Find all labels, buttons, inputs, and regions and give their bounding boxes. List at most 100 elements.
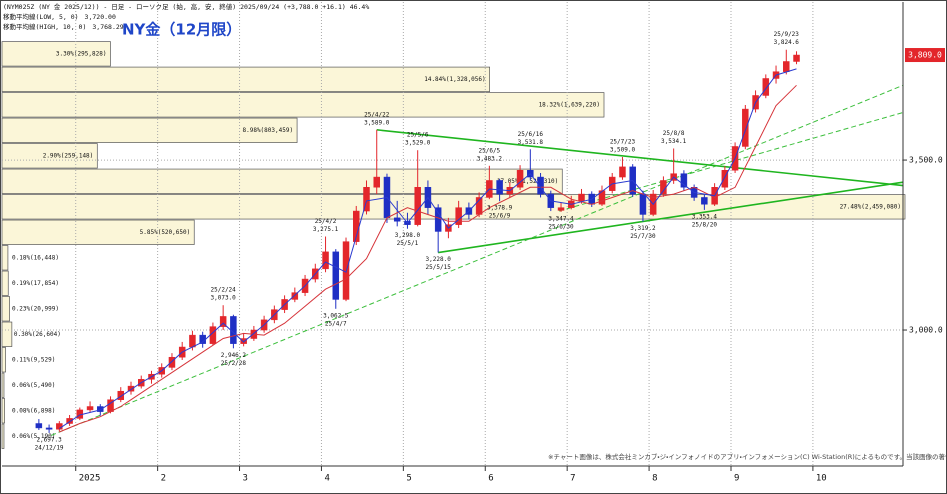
low-date: 25/7/30	[630, 233, 656, 240]
candles	[35, 49, 800, 433]
candle-body	[783, 61, 790, 72]
volume-bar	[1, 168, 563, 194]
last-price-tag	[905, 48, 945, 63]
candle-body	[373, 176, 380, 188]
low-date: 25/4/7	[325, 320, 347, 327]
volume-label: 0.06%(5,490)	[12, 382, 55, 389]
volume-label: 3.30%(295,828)	[56, 50, 107, 57]
candle-body	[762, 78, 770, 96]
moving-average	[59, 84, 797, 433]
volume-bar	[1, 219, 195, 245]
low-price: 3,347.4	[548, 215, 574, 222]
low-price: 3,378.9	[487, 205, 513, 212]
high-price: 3,509.0	[610, 147, 636, 154]
volume-label: 0.06%(5,190)	[12, 433, 55, 440]
x-tick-label: 2025	[79, 474, 101, 484]
volume-label: 14.84%(1,328,056)	[424, 76, 485, 83]
x-tick-label: 6	[488, 474, 493, 484]
annotations: 25/2/243,073.0 25/4/23,275.1 25/4/223,589.…	[35, 31, 800, 451]
volume-bar	[1, 270, 9, 296]
x-tick-label: 7	[570, 474, 575, 484]
volume-bar	[1, 372, 5, 398]
last-price-label: 3,809.0	[908, 51, 942, 60]
volume-bar	[1, 423, 5, 449]
high-price: 3,275.1	[313, 226, 339, 233]
low-price: 3,353.4	[692, 213, 718, 220]
legend-value: 3,768.29	[92, 23, 123, 31]
volume-bar	[1, 321, 13, 347]
x-tick-label: 8	[652, 474, 657, 484]
volume-bar	[1, 398, 5, 424]
candle-body	[434, 207, 442, 232]
candle-body	[721, 170, 729, 188]
chart-info: (NYM025Z (NY 金 2025/12)) - 日足 - ローソク足 (始…	[3, 2, 369, 11]
candle-body	[291, 292, 299, 300]
candle-body	[240, 338, 247, 344]
volume-label: 0.23%(20,999)	[12, 305, 59, 312]
candle-body	[516, 170, 524, 188]
candle-body	[66, 418, 73, 424]
candle-body	[557, 207, 565, 211]
trendline	[50, 84, 904, 436]
volume-label: 5.85%(520,650)	[140, 229, 191, 236]
volume-bar	[1, 92, 605, 118]
candle-body	[363, 187, 370, 212]
candle-body	[219, 316, 227, 327]
volume-label: 2.90%(259,148)	[43, 152, 94, 159]
high-date: 25/4/2	[315, 218, 337, 225]
candle-body	[127, 385, 135, 392]
high-price: 3,824.6	[774, 39, 800, 46]
candle-body	[168, 356, 176, 368]
high-date: 25/5/6	[407, 132, 429, 139]
copyright-note: ※チャート画像は、株式会社ミンカブ・ジ・インフォノイドのアプリ・インフォメーショ…	[548, 452, 947, 461]
volume-label: 0.30%(26,604)	[14, 331, 61, 338]
candle-body	[393, 217, 401, 222]
high-price: 3,531.8	[518, 139, 544, 146]
candle-body	[455, 207, 462, 225]
candle-body	[45, 427, 53, 430]
chart-title: NY金（12月限）	[122, 21, 241, 39]
volume-bar	[1, 296, 10, 322]
volume-label: 0.08%(6,898)	[12, 407, 55, 414]
low-price: 3,228.0	[426, 256, 452, 263]
volume-bar	[1, 143, 98, 169]
x-tick-label: 9	[734, 474, 739, 484]
volume-bar	[1, 194, 906, 220]
volume-label: 17.05%(1,525,310)	[497, 178, 558, 185]
candle-body	[496, 180, 503, 195]
low-date: 25/5/15	[426, 264, 452, 271]
volume-label: 18.32%(1,639,220)	[539, 101, 600, 108]
candle-body	[537, 176, 544, 195]
low-date: 25/8/20	[692, 221, 718, 228]
low-price: 2,946.2	[221, 352, 247, 359]
legend-part: 移動平均線(HIGH, 10, 0)	[3, 22, 86, 31]
high-date: 25/2/24	[211, 287, 237, 294]
x-tick-label: 3	[243, 474, 248, 484]
candle-body	[189, 334, 196, 348]
low-date: 25/6/9	[489, 213, 511, 220]
high-price: 3,529.0	[405, 140, 431, 147]
candle-body	[322, 251, 329, 270]
x-tick-label: 5	[406, 474, 411, 484]
candle-body	[639, 193, 647, 215]
low-date: 25/6/30	[548, 223, 574, 230]
volume-bar	[1, 66, 490, 92]
legend-part: 移動平均線(LOW, 5, 0)	[3, 12, 79, 21]
low-price: 2,697.3	[36, 436, 62, 443]
candle-body	[97, 406, 104, 412]
trendline	[376, 129, 904, 187]
candle-body	[332, 251, 340, 300]
candle-body	[793, 54, 800, 62]
high-date: 25/7/23	[610, 139, 636, 146]
volume-label: 27.48%(2,459,080)	[840, 203, 901, 210]
volume-label: 8.98%(803,459)	[243, 127, 294, 134]
volume-label: 0.18%(16,448)	[12, 254, 59, 261]
volume-bar	[1, 41, 111, 67]
candle-body	[598, 190, 606, 205]
high-price: 3,534.1	[661, 138, 687, 145]
volume-profile: 0.06%(5,190) 0.08%(6,898) 0.06%(5,490) 0.11…	[1, 41, 906, 449]
high-price: 3,589.0	[364, 119, 390, 126]
volume-label: 0.11%(9,529)	[12, 356, 55, 363]
y-tick-label: 3,500.0	[909, 156, 943, 165]
